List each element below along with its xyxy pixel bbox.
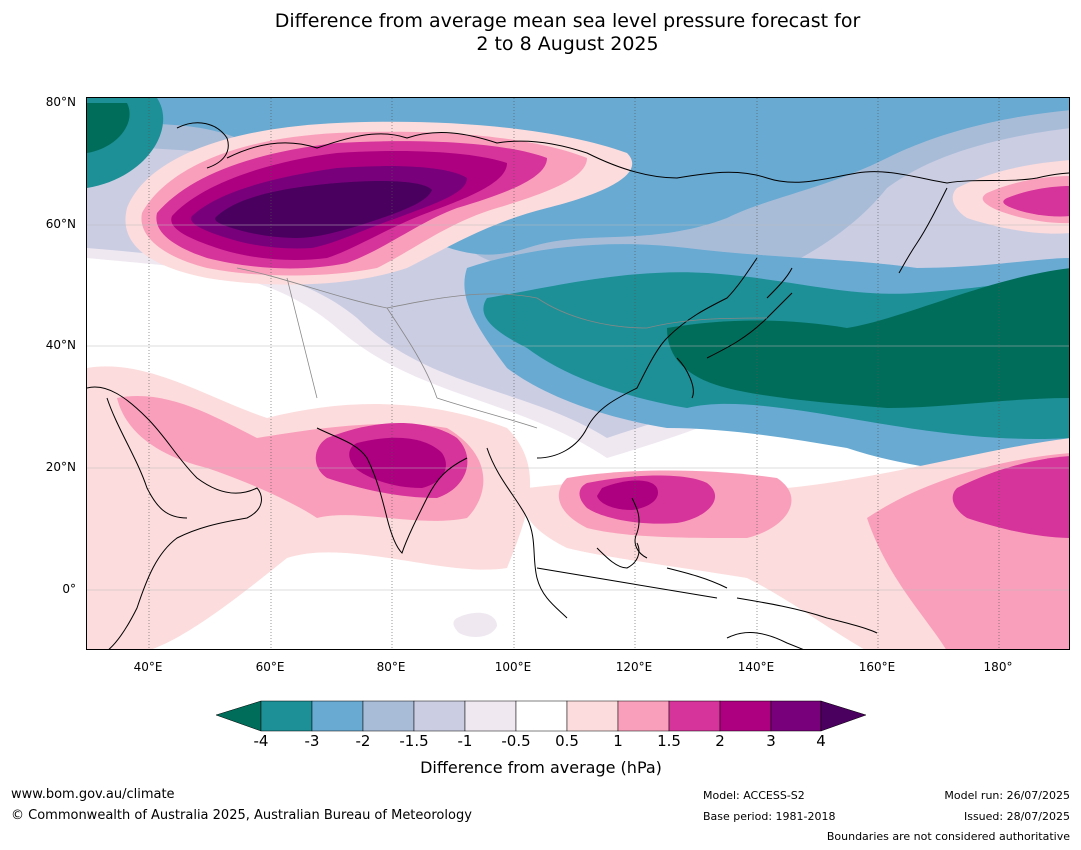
- colorbar-low-extend: [216, 700, 262, 732]
- lat-label-20n: 20°N: [45, 460, 76, 474]
- colorbar-bin-4: [413, 700, 466, 732]
- lat-label-40n: 40°N: [45, 338, 76, 352]
- colorbar-tick-1-5: 1.5: [657, 732, 681, 750]
- colorbar-tick-2: 2: [715, 732, 725, 750]
- colorbar-tick-neg2: -2: [355, 732, 371, 750]
- colorbar-label: Difference from average (hPa): [420, 758, 662, 777]
- colorbar-tick-neg4: -4: [253, 732, 269, 750]
- website-link[interactable]: www.bom.gov.au/climate: [11, 787, 175, 802]
- positive-anomaly-russia: [125, 121, 633, 285]
- colorbar-bin-6: [515, 700, 568, 732]
- colorbar-tick-3: 3: [766, 732, 776, 750]
- colorbar-tick-neg1-5: -1.5: [399, 732, 429, 750]
- model-run-text: Model run: 26/07/2025: [944, 789, 1070, 802]
- colorbar-bin-9: [668, 700, 721, 732]
- colorbar: [216, 700, 866, 732]
- lon-label-100e: 100°E: [494, 660, 532, 674]
- lon-label-120e: 120°E: [615, 660, 653, 674]
- lat-label-80n: 80°N: [45, 95, 76, 109]
- positive-anomaly-pacific: [523, 438, 1069, 649]
- colorbar-bin-1: [260, 700, 313, 732]
- colorbar-bin-2: [311, 700, 364, 732]
- base-period-text: Base period: 1981-2018: [703, 810, 836, 823]
- colorbar-bin-10: [719, 700, 772, 732]
- colorbar-tick-0-5: 0.5: [555, 732, 579, 750]
- graticule: [87, 98, 1069, 649]
- lon-label-60e: 60°E: [255, 660, 285, 674]
- lon-label-180: 180°: [983, 660, 1013, 674]
- map-canvas: [87, 98, 1069, 649]
- colorbar-bin-3: [362, 700, 415, 732]
- lon-label-160e: 160°E: [858, 660, 896, 674]
- neg-patch-indian-ocean: [453, 612, 497, 638]
- neg-band-4: [667, 268, 1069, 408]
- model-text: Model: ACCESS-S2: [703, 789, 805, 802]
- title-line-2: 2 to 8 August 2025: [476, 33, 659, 55]
- colorbar-tick-neg3: -3: [304, 732, 320, 750]
- colorbar-bin-7: [566, 700, 619, 732]
- lat-label-60n: 60°N: [45, 217, 76, 231]
- issued-text: Issued: 28/07/2025: [963, 810, 1070, 823]
- lon-label-40e: 40°E: [133, 660, 163, 674]
- positive-anomaly-india: [87, 366, 530, 649]
- colorbar-bin-8: [617, 700, 670, 732]
- borders: [236, 267, 768, 429]
- neg-arctic-inner: [87, 103, 130, 153]
- colorbar-bin-11: [770, 700, 822, 732]
- lat-label-0: 0°: [62, 582, 76, 596]
- coastlines: [87, 122, 1069, 649]
- colorbar-high-extend: [820, 700, 866, 732]
- colorbar-tick-neg0-5: -0.5: [501, 732, 531, 750]
- colorbar-tick-4: 4: [816, 732, 826, 750]
- disclaimer-text: Boundaries are not considered authoritat…: [826, 830, 1070, 843]
- map-title: Difference from average mean sea level p…: [0, 10, 1081, 56]
- pressure-anomaly-map: [86, 97, 1070, 650]
- lon-label-80e: 80°E: [376, 660, 406, 674]
- lon-label-140e: 140°E: [737, 660, 775, 674]
- copyright-text: © Commonwealth of Australia 2025, Austra…: [11, 808, 472, 823]
- positive-anomaly-ne-russia: [952, 160, 1069, 234]
- title-line-1: Difference from average mean sea level p…: [274, 10, 861, 32]
- colorbar-tick-1: 1: [613, 732, 623, 750]
- colorbar-bin-5: [464, 700, 517, 732]
- colorbar-tick-neg1: -1: [457, 732, 473, 750]
